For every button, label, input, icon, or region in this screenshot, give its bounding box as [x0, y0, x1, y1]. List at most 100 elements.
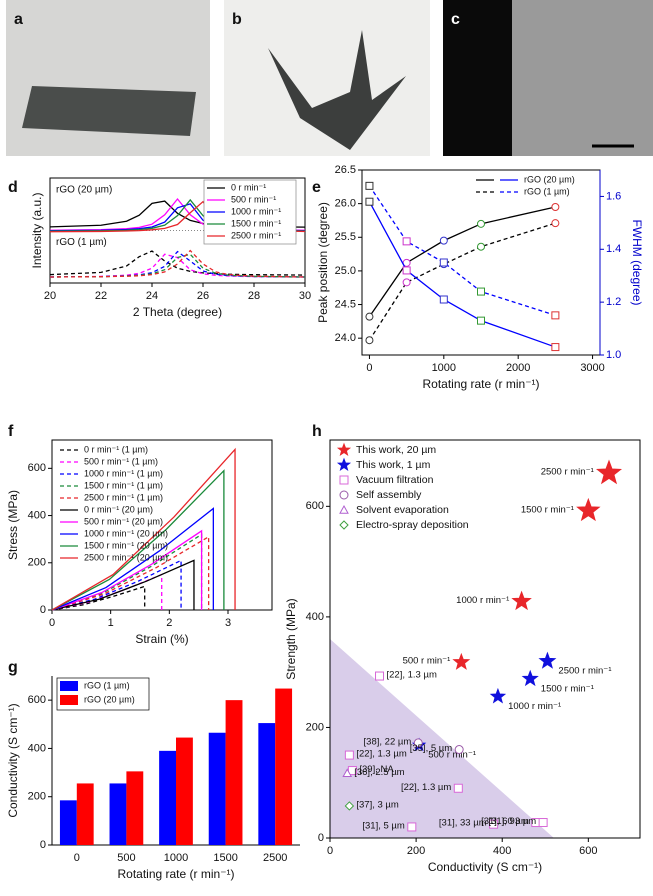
- x-tick-label: 500: [117, 852, 135, 864]
- legend-label: Electro-spray deposition: [356, 519, 469, 531]
- marker: [365, 312, 374, 321]
- y-tick-label: 600: [306, 500, 324, 512]
- legend-label: 1500 r min⁻¹ (20 µm): [84, 540, 168, 550]
- x-axis-label: Rotating rate (r min⁻¹): [117, 867, 234, 881]
- x-tick-label: 28: [248, 290, 260, 302]
- legend-label: 500 r min⁻¹ (1 µm): [84, 456, 158, 466]
- marker: [365, 181, 374, 190]
- x-axis-label: Conductivity (S cm⁻¹): [428, 860, 542, 874]
- legend-label: Solvent evaporation: [356, 504, 449, 516]
- y-axis-label: Stress (MPa): [6, 490, 20, 560]
- y2-tick-label: 1.6: [606, 190, 621, 202]
- annotation: rGO (20 µm): [56, 185, 112, 196]
- marker: [336, 457, 352, 472]
- panel-label: c: [451, 11, 460, 28]
- panel-label: h: [312, 423, 322, 440]
- point-label: 2500 r min⁻¹: [541, 467, 594, 478]
- y-tick-label: 25.5: [335, 231, 356, 243]
- x-tick-label: 0: [327, 845, 333, 857]
- legend-label: 1000 r min⁻¹ (1 µm): [84, 468, 163, 478]
- marker: [439, 236, 448, 245]
- marker: [407, 822, 417, 832]
- legend-label: 0 r min⁻¹: [231, 182, 266, 192]
- series-line: [51, 529, 203, 611]
- legend-label: 2500 r min⁻¹ (20 µm): [84, 552, 168, 562]
- x-tick-label: 1000: [164, 852, 188, 864]
- bar: [59, 800, 77, 845]
- crane: [268, 30, 406, 150]
- shaded-region: [330, 639, 554, 838]
- legend-label: rGO (1 µm): [524, 186, 570, 196]
- y-tick-label: 200: [306, 721, 324, 733]
- y-axis-label: Peak position (degree): [316, 202, 330, 323]
- panel-label: d: [8, 179, 18, 196]
- legend-label: 0 r min⁻¹ (1 µm): [84, 444, 148, 454]
- x-tick-label: 1000: [432, 362, 456, 374]
- x-tick-label: 1500: [213, 852, 237, 864]
- x-tick-label: 22: [95, 290, 107, 302]
- series-line: [368, 201, 556, 348]
- marker: [477, 316, 485, 325]
- marker: [477, 287, 485, 296]
- x-tick-label: 3: [225, 617, 231, 629]
- annotation: rGO (1 µm): [56, 237, 107, 248]
- legend-label: 500 r min⁻¹ (20 µm): [84, 516, 163, 526]
- marker: [336, 442, 352, 457]
- photo-c: c: [443, 0, 653, 156]
- point-label: 500 r min⁻¹: [403, 656, 451, 667]
- legend-label: Vacuum filtration: [356, 474, 434, 486]
- y-axis-label: Strength (MPa): [284, 598, 298, 679]
- y-tick-label: 25.0: [335, 265, 356, 277]
- y-axis-label: Intensity (a.u.): [30, 192, 44, 268]
- plot-frame: [361, 169, 601, 356]
- marker: [375, 671, 385, 681]
- y-tick-label: 200: [28, 557, 46, 569]
- y-tick-label: 24.5: [335, 298, 356, 310]
- chart-bar: g 0 200 400 600 Rotating rate (r min⁻¹) Conduc…: [6, 659, 300, 881]
- legend-label: This work, 20 µm: [356, 444, 436, 456]
- y-tick-label: 0: [40, 839, 46, 851]
- point-label: [31], 5 µm: [362, 820, 405, 831]
- point-label: [31], 93 µm: [488, 816, 536, 827]
- point-label: [37], 3 µm: [356, 799, 399, 810]
- marker: [452, 652, 471, 670]
- marker: [538, 651, 557, 669]
- marker: [365, 197, 374, 206]
- point-label: [31], 33 µm: [439, 818, 487, 829]
- point-label: [39], NA: [359, 764, 394, 775]
- panel-label: b: [232, 11, 242, 28]
- marker: [489, 819, 499, 829]
- marker: [489, 687, 507, 704]
- marker: [453, 783, 463, 793]
- y-tick-label: 400: [28, 509, 46, 521]
- point-label: 1000 r min⁻¹: [456, 595, 509, 606]
- point-label: [22], 1.3 µm: [356, 749, 406, 760]
- x-tick-label: 200: [407, 845, 425, 857]
- legend-label: 0 r min⁻¹ (20 µm): [84, 504, 153, 514]
- x-tick-label: 0: [74, 852, 80, 864]
- y2-tick-label: 1.4: [606, 243, 621, 255]
- photo-b: b: [224, 0, 430, 156]
- y-tick-label: 0: [40, 604, 46, 616]
- series-line: [51, 559, 195, 611]
- chart-line: d 20 22 24 26 28 30 2 Theta (degree) Intensity (…: [8, 177, 311, 319]
- series-line: [51, 469, 225, 611]
- marker: [339, 504, 349, 514]
- x-tick-label: 20: [44, 290, 56, 302]
- marker: [413, 738, 423, 748]
- bar: [258, 723, 276, 845]
- series-line: [51, 585, 146, 611]
- marker: [439, 295, 448, 304]
- y2-axis-label: FWHM (degree): [630, 219, 644, 305]
- legend-label: Self assembly: [356, 489, 422, 501]
- marker: [521, 669, 539, 687]
- photo-a: a: [6, 0, 210, 156]
- panel-label: g: [8, 659, 18, 676]
- series-line: [51, 447, 236, 611]
- chart-scatter: h 0 200 400 600 0 200 400 600 Conductivity (S cm⁻…: [284, 423, 641, 874]
- point-label: [31], 60 µm: [481, 816, 529, 827]
- x-tick-label: 3000: [580, 362, 604, 374]
- point-label: [35], 5 µm: [410, 743, 453, 754]
- panel-label: e: [312, 179, 321, 196]
- y-tick-label: 400: [306, 611, 324, 623]
